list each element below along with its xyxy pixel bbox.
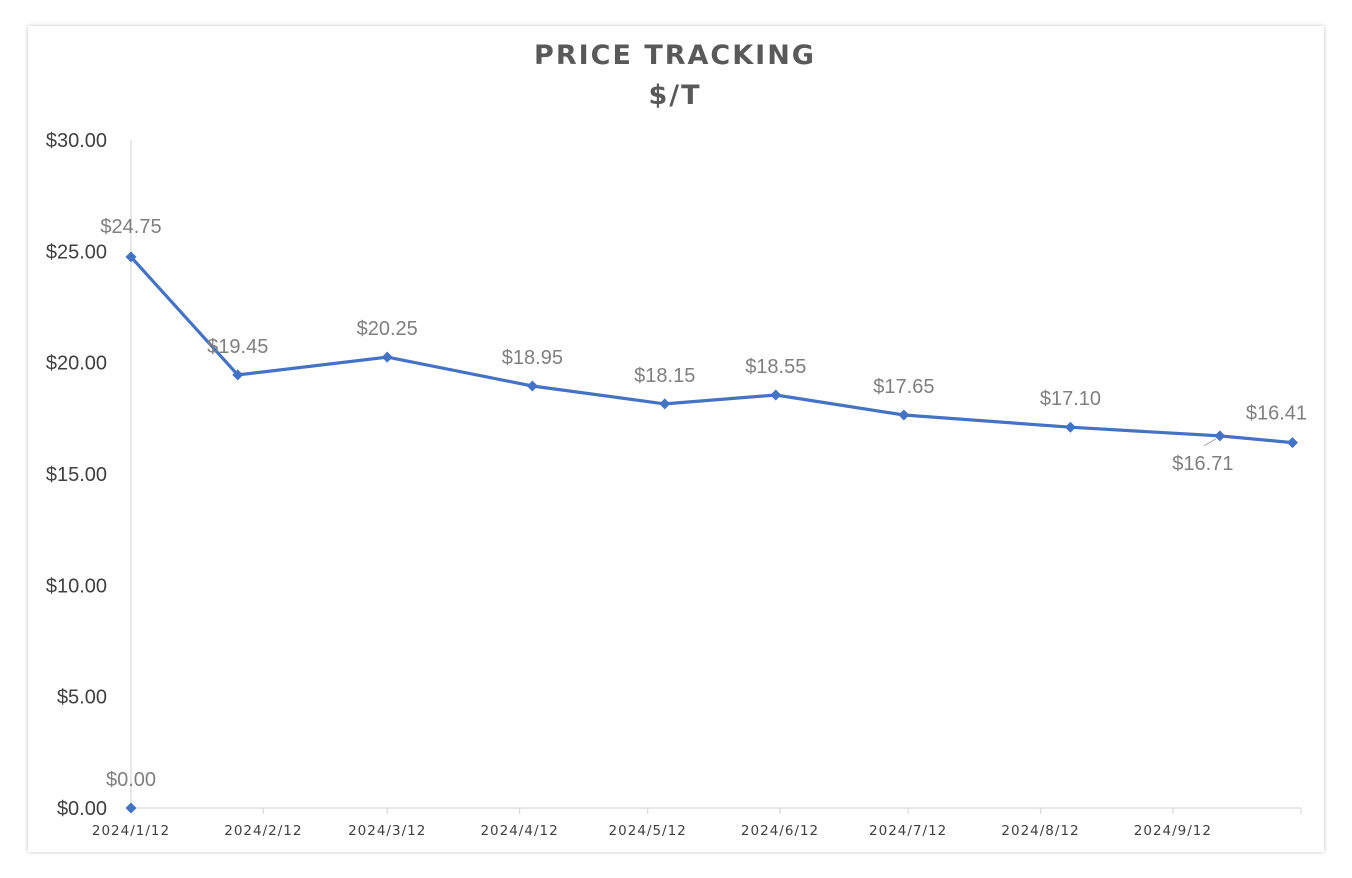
x-tick-label: 2024/6/12 xyxy=(741,823,819,839)
data-point-marker xyxy=(125,802,137,814)
data-label-leader xyxy=(1203,438,1217,447)
data-point-marker xyxy=(1214,430,1226,442)
data-label: $0.00 xyxy=(106,769,156,791)
chart-frame xyxy=(28,26,1324,852)
chart-subtitle: $/T xyxy=(648,80,701,111)
data-point-marker xyxy=(1286,437,1298,449)
data-label: $18.95 xyxy=(502,347,563,369)
data-label: $17.10 xyxy=(1040,388,1101,410)
price-series-line xyxy=(129,255,1293,445)
data-point-marker xyxy=(381,351,393,363)
data-label: $20.25 xyxy=(357,318,418,340)
data-point-marker xyxy=(1064,421,1076,433)
y-tick-label: $30.00 xyxy=(46,130,107,152)
data-point-marker xyxy=(232,369,244,381)
y-tick-label: $25.00 xyxy=(46,241,107,263)
x-tick-label: 2024/3/12 xyxy=(348,823,426,839)
y-tick-label: $0.00 xyxy=(57,798,107,820)
x-tick-label: 2024/2/12 xyxy=(224,823,302,839)
y-tick-label: $10.00 xyxy=(46,575,107,597)
x-tick-label: 2024/9/12 xyxy=(1134,823,1212,839)
data-point-marker xyxy=(770,389,782,401)
x-tick-label: 2024/1/12 xyxy=(92,823,170,839)
data-label: $16.41 xyxy=(1246,403,1307,425)
data-point-marker xyxy=(898,409,910,421)
data-label: $19.45 xyxy=(207,336,268,358)
data-point-marker xyxy=(526,380,538,392)
data-label: $18.55 xyxy=(745,356,806,378)
data-label: $24.75 xyxy=(100,216,161,238)
x-tick-label: 2024/7/12 xyxy=(869,823,947,839)
data-point-marker xyxy=(125,251,137,263)
data-label: $18.15 xyxy=(634,365,695,387)
data-label: $17.65 xyxy=(873,376,934,398)
data-point-marker xyxy=(659,398,671,410)
chart-title: PRICE TRACKING xyxy=(534,40,816,71)
x-tick-label: 2024/4/12 xyxy=(480,823,558,839)
data-label: $16.71 xyxy=(1172,453,1233,475)
x-tick-label: 2024/8/12 xyxy=(1001,823,1079,839)
x-tick-label: 2024/5/12 xyxy=(609,823,687,839)
y-tick-label: $5.00 xyxy=(57,687,107,709)
y-tick-label: $15.00 xyxy=(46,464,107,486)
y-tick-label: $20.00 xyxy=(46,353,107,375)
